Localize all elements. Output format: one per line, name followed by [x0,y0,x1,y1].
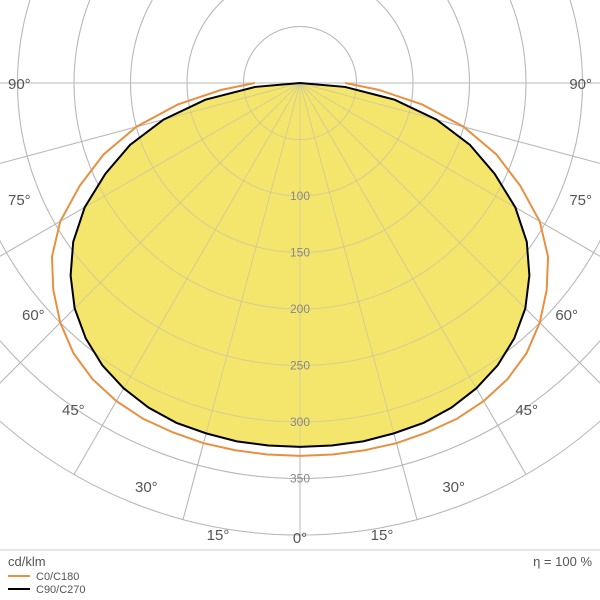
angle-label: 60° [22,307,45,324]
efficiency-label: η = 100 % [533,554,592,569]
ring-label: 100 [290,189,310,203]
legend-swatch [8,575,30,577]
angle-label: 30° [135,479,158,496]
angle-label: 75° [569,192,592,209]
angle-label: 45° [515,402,538,419]
polar-chart-container: 100 150 200 250 300 350 0° 15° 30° 45° 60° 75° 90° 90… [0,0,600,600]
angle-label: 60° [555,307,578,324]
legend-swatch [8,588,30,590]
ring-label: 150 [290,246,310,260]
angle-label: 30° [442,479,465,496]
ring-label: 300 [290,415,310,429]
ring-label: 350 [290,472,310,486]
units-label: cd/klm [8,554,46,569]
angle-label: 15° [207,527,230,544]
angle-label: 45° [62,402,85,419]
angle-label: 90° [569,76,592,93]
angle-label: 15° [371,527,394,544]
ring-label: 250 [290,359,310,373]
legend-label: C90/C270 [36,584,86,596]
angle-label: 0° [293,530,307,547]
ring-label: 200 [290,302,310,316]
polar-chart-svg: 100 150 200 250 300 350 0° 15° 30° 45° 60° 75° 90° 90… [0,0,600,600]
angle-label: 90° [8,76,31,93]
angle-label: 75° [8,192,31,209]
legend-label: C0/C180 [36,571,79,583]
